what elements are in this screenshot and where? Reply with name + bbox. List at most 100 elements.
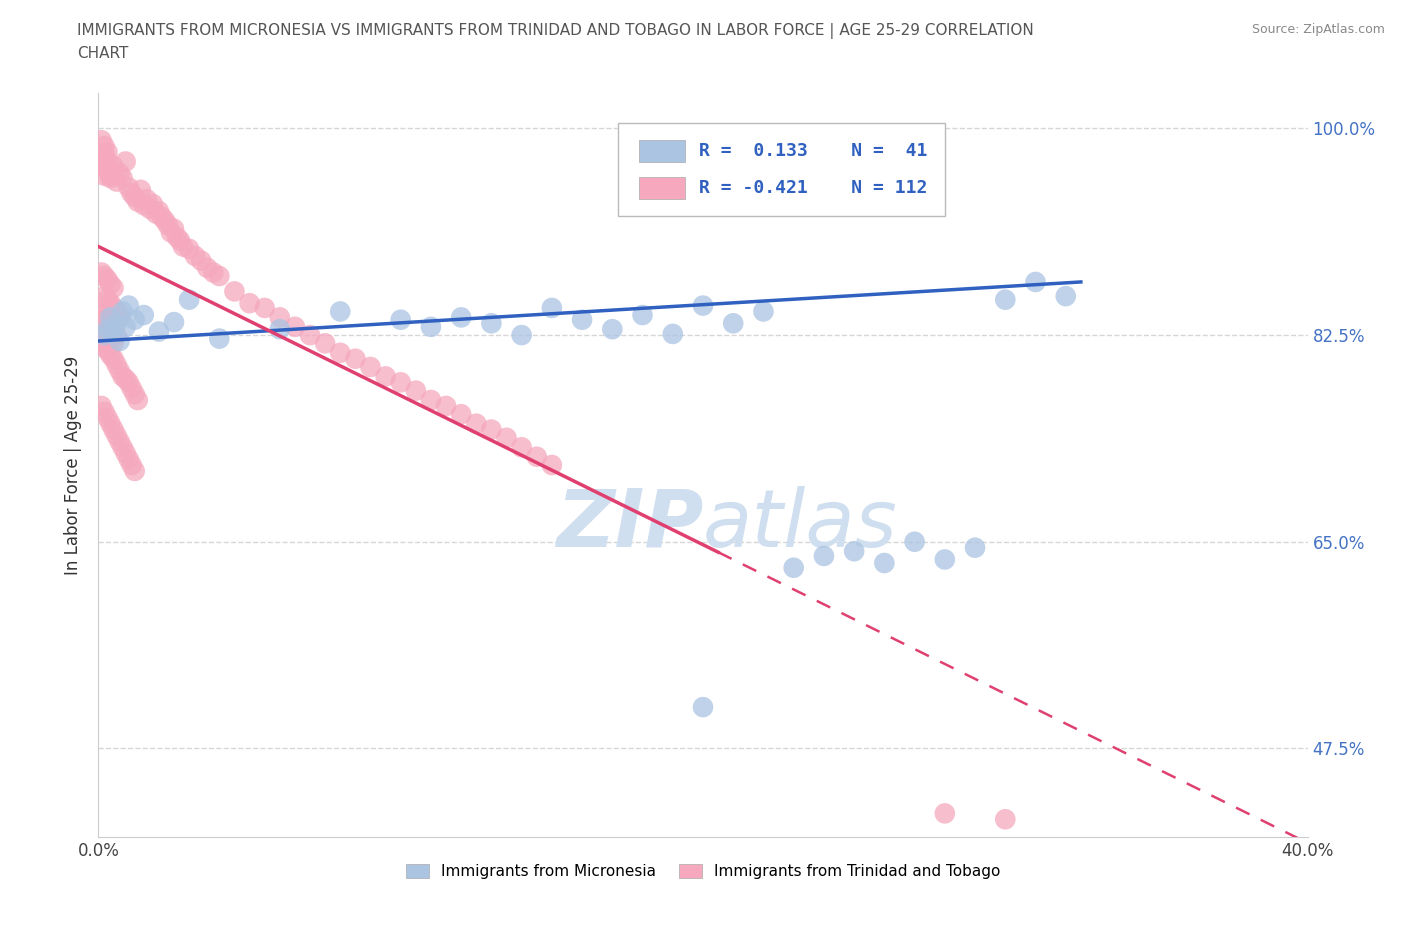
- Point: [105, 357, 128, 372]
- Point: [166, 230, 188, 245]
- Point: [1024, 274, 1046, 289]
- Point: [100, 310, 122, 325]
- Point: [420, 392, 443, 407]
- Point: [93, 288, 115, 303]
- Point: [96, 316, 118, 331]
- Text: Source: ZipAtlas.com: Source: ZipAtlas.com: [1251, 23, 1385, 36]
- Point: [139, 201, 162, 216]
- Point: [96, 144, 118, 159]
- Point: [103, 281, 125, 296]
- Point: [495, 431, 517, 445]
- Point: [965, 540, 987, 555]
- Point: [100, 348, 122, 363]
- Point: [124, 190, 146, 205]
- Point: [114, 445, 136, 460]
- Point: [90, 322, 112, 337]
- Point: [344, 352, 367, 366]
- Point: [420, 319, 443, 334]
- Point: [481, 422, 503, 437]
- Point: [360, 360, 382, 375]
- Point: [374, 369, 396, 384]
- Point: [93, 147, 115, 162]
- Legend: Immigrants from Micronesia, Immigrants from Trinidad and Tobago: Immigrants from Micronesia, Immigrants f…: [399, 857, 1007, 885]
- Point: [526, 449, 548, 464]
- Point: [783, 560, 806, 575]
- Point: [96, 322, 118, 337]
- Point: [100, 277, 122, 292]
- Point: [96, 292, 118, 307]
- Point: [450, 406, 472, 421]
- Point: [153, 213, 176, 228]
- Point: [93, 327, 115, 342]
- Point: [118, 452, 141, 467]
- Point: [269, 322, 291, 337]
- Point: [93, 312, 115, 327]
- Point: [1054, 288, 1077, 303]
- Text: R =  0.133    N =  41: R = 0.133 N = 41: [699, 142, 928, 160]
- Point: [195, 260, 218, 275]
- Point: [510, 440, 533, 455]
- Point: [96, 343, 118, 358]
- Point: [389, 312, 412, 327]
- Point: [160, 225, 183, 240]
- Point: [100, 170, 122, 185]
- Point: [934, 552, 956, 567]
- Point: [239, 296, 262, 311]
- Point: [540, 458, 562, 472]
- Point: [904, 535, 927, 550]
- Point: [105, 316, 128, 331]
- Point: [124, 312, 146, 327]
- Point: [93, 139, 115, 153]
- Point: [129, 182, 152, 197]
- Point: [202, 265, 225, 280]
- Point: [121, 458, 143, 472]
- Point: [299, 327, 322, 342]
- Point: [135, 192, 157, 206]
- Text: ZIP: ZIP: [555, 485, 703, 564]
- Point: [103, 300, 125, 315]
- Point: [172, 239, 194, 254]
- Point: [163, 314, 186, 329]
- Point: [142, 196, 165, 211]
- Point: [571, 312, 593, 327]
- Y-axis label: In Labor Force | Age 25-29: In Labor Force | Age 25-29: [63, 355, 82, 575]
- Text: CHART: CHART: [77, 46, 129, 61]
- Point: [844, 544, 866, 559]
- Point: [93, 339, 115, 354]
- Point: [510, 327, 533, 342]
- Point: [994, 812, 1017, 827]
- Point: [661, 326, 683, 341]
- Point: [105, 428, 128, 443]
- Point: [208, 269, 231, 284]
- Point: [314, 336, 336, 351]
- Point: [540, 300, 562, 315]
- Point: [148, 204, 170, 219]
- Point: [813, 549, 835, 564]
- Point: [752, 304, 775, 319]
- Point: [284, 319, 307, 334]
- Point: [132, 308, 155, 323]
- Point: [329, 304, 352, 319]
- Point: [934, 806, 956, 821]
- Point: [105, 327, 128, 342]
- Point: [145, 206, 167, 221]
- Point: [692, 699, 714, 714]
- Point: [90, 399, 112, 414]
- Point: [100, 168, 122, 183]
- Point: [118, 180, 141, 195]
- Point: [118, 299, 141, 313]
- Point: [150, 209, 173, 224]
- Point: [108, 434, 131, 449]
- Point: [389, 375, 412, 390]
- Point: [163, 221, 186, 236]
- Point: [90, 133, 112, 148]
- Text: R = -0.421    N = 112: R = -0.421 N = 112: [699, 179, 928, 197]
- Point: [111, 369, 134, 384]
- Point: [96, 304, 118, 319]
- Point: [100, 296, 122, 311]
- Point: [103, 336, 125, 351]
- Point: [224, 284, 246, 299]
- Point: [100, 417, 122, 432]
- Point: [179, 242, 201, 257]
- Text: atlas: atlas: [703, 485, 898, 564]
